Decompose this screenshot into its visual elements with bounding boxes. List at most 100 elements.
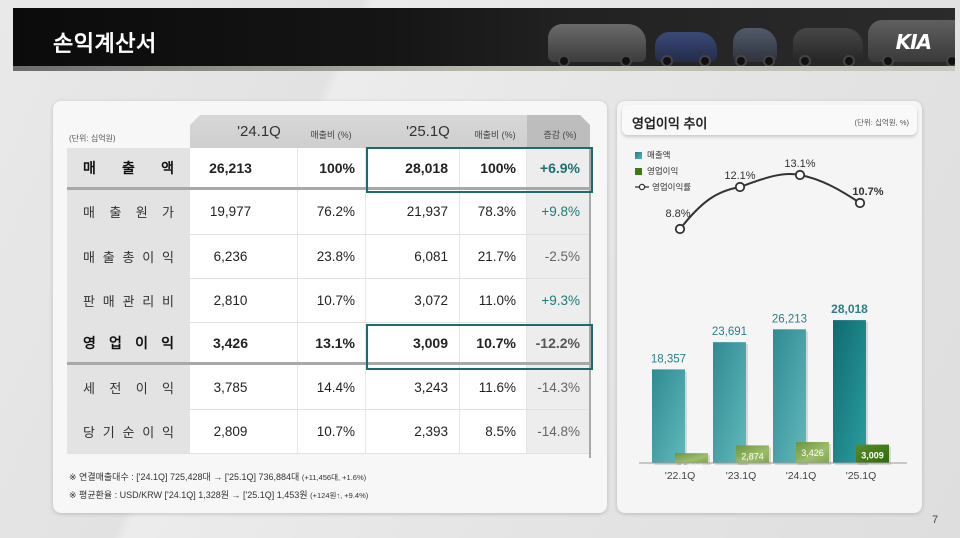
op-profit-bar [856,444,889,463]
value-25-1q: 3,072 [366,278,460,323]
ratio-25-1q: 10.7% [460,323,527,363]
line-circle-marker-icon [635,183,649,191]
value-24-1q: 2,809 [190,409,298,454]
change-pct: -14.3% [527,365,590,409]
value-24-1q: 6,236 [190,234,298,278]
table-row: 매 출 액 26,213 100% 28,018 100% +6.9% [67,148,590,191]
table-row: 당 기 순 이 익 2,809 10.7% 2,393 8.5% -14.8% [67,409,590,455]
table-header-background [190,115,590,148]
ratio-24-1q: 100% [298,148,366,188]
op-margin-label: 13.1% [784,158,815,170]
value-25-1q: 2,393 [366,409,460,454]
value-24-1q: 26,213 [190,148,298,188]
value-24-1q: 3,426 [190,323,298,363]
square-green-icon [635,167,642,175]
ratio-24-1q: 10.7% [298,409,366,454]
ratio-25-1q: 11.0% [460,278,527,323]
op-margin-line [679,173,861,230]
col-header-change: 증감 (%) [543,130,577,140]
revenue-bar-label: 28,018 [831,302,868,316]
ratio-25-1q: 11.6% [460,365,527,409]
chart-unit-label: (단위: 십억원, %) [854,118,910,127]
op-profit-bar [796,442,829,463]
op-margin-point [674,223,686,235]
legend-item-revenue: 매출액 [635,147,691,163]
ratio-24-1q: 76.2% [298,190,366,234]
ratio-24-1q: 13.1% [298,323,366,363]
table-right-border [589,148,591,458]
ratio-25-1q: 8.5% [460,409,527,454]
car-lineup-image [513,16,955,68]
op-margin-point [734,181,746,193]
revenue-bar [833,320,866,463]
revenue-bar [773,329,806,463]
value-25-1q: 21,937 [366,190,460,234]
chart-legend: 매출액 영업이익 영업이익률 [635,147,691,195]
col-header-ratio-24: 매출비 (%) [310,130,352,140]
change-pct: +6.9% [527,148,590,188]
x-tick-label: '23.1Q [726,470,757,482]
op-profit-bar-label: 1,606 [680,462,703,472]
x-tick-label: '24.1Q [786,470,817,482]
op-margin-label: 12.1% [724,170,755,182]
page-title: 손익계산서 [53,31,157,56]
income-statement-panel: (단위: 십억원) '24.1Q 매출비 (%) '25.1Q 매출비 (%) … [53,101,607,513]
value-25-1q: 3,009 [366,323,460,363]
change-pct: -2.5% [527,234,590,278]
col-header-24-1q: '24.1Q [237,123,281,140]
table-row: 세 전 이 익 3,785 14.4% 3,243 11.6% -14.3% [67,365,590,410]
ratio-25-1q: 78.3% [460,190,527,234]
change-pct: +9.8% [527,190,590,234]
op-profit-bar-label: 2,874 [741,451,764,461]
table-row: 매 출 원 가 19,977 76.2% 21,937 78.3% +9.8% [67,190,590,235]
op-margin-point [854,197,866,209]
change-pct: +9.3% [527,278,590,323]
x-tick-label: '25.1Q [846,470,877,482]
revenue-bar [652,369,685,463]
table-row: 매 출 총 이 익 6,236 23.8% 6,081 21.7% -2.5% [67,234,590,279]
op-profit-bar [675,453,708,463]
chart-title: 영업이익 추이 [632,116,708,131]
op-profit-bar-label: 3,426 [801,448,824,458]
op-margin-point [794,169,806,181]
op-profit-bar-label: 3,009 [861,451,884,461]
legend-item-op-profit: 영업이익 [635,163,691,179]
ratio-24-1q: 23.8% [298,234,366,278]
revenue-bar-label: 18,357 [651,353,686,365]
kia-logo: KIA [895,30,932,54]
col-header-ratio-25: 매출비 (%) [474,130,516,140]
ratio-25-1q: 100% [460,148,527,188]
header-banner: 손익계산서 KIA [13,8,955,71]
change-pct: -12.2% [527,323,590,363]
income-table: 매 출 액 26,213 100% 28,018 100% +6.9% 매 출 원 가 19,977 76… [67,148,590,455]
ratio-25-1q: 21.7% [460,234,527,278]
revenue-bar-label: 26,213 [772,313,807,325]
value-24-1q: 3,785 [190,365,298,409]
col-header-25-1q: '25.1Q [406,123,450,140]
table-unit-label: (단위: 십억원) [69,134,116,143]
note-sales-volume: ※ 연결매출대수 : ['24.1Q] 725,428대 → ['25.1Q] … [69,472,367,482]
op-margin-label: 8.8% [665,208,690,220]
combo-chart: 18,357 23,691 26,213 28,018 1,606 2,874 3,426 3… [639,158,907,482]
note-exchange-rate: ※ 평균환율 : USD/KRW ['24.1Q] 1,328원 → ['25.… [69,490,369,500]
page-number: 7 [932,514,939,526]
chart-header: 영업이익 추이 (단위: 십억원, %) [622,105,917,135]
value-25-1q: 6,081 [366,234,460,278]
square-teal-icon [635,151,642,159]
revenue-bar [713,342,746,463]
table-row: 영 업 이 익 3,426 13.1% 3,009 10.7% -12.2% [67,323,590,366]
op-margin-label: 10.7% [852,186,883,198]
ratio-24-1q: 10.7% [298,278,366,323]
x-tick-label: '22.1Q [665,470,696,482]
legend-item-op-margin: 영업이익률 [635,179,691,195]
op-profit-bar [736,445,769,463]
change-pct: -14.8% [527,409,590,454]
operating-profit-trend-panel: 영업이익 추이 (단위: 십억원, %) 매출액 영업이익 영업이익률 18,3… [617,101,922,513]
value-25-1q: 28,018 [366,148,460,188]
